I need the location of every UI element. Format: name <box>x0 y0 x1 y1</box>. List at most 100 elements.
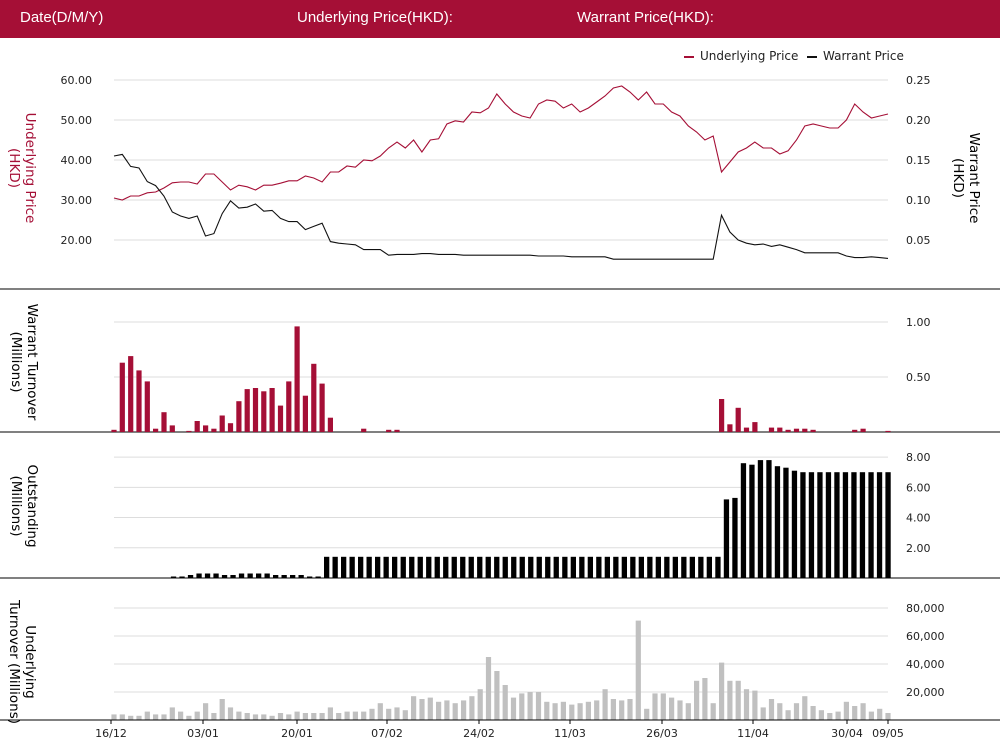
underlying-turnover-bar <box>494 671 500 720</box>
warrant-turnover-bar <box>860 428 866 432</box>
outstanding-bar <box>417 556 423 578</box>
underlying-turnover-bar <box>111 714 117 720</box>
warrant-turnover-bar <box>203 425 209 432</box>
outstanding-bar <box>570 556 576 578</box>
outstanding-bar <box>451 556 457 578</box>
underlying-turnover-bar <box>119 714 125 720</box>
outstanding-bar <box>460 556 466 578</box>
warrant-price-line <box>113 153 889 260</box>
outstanding-bar <box>196 573 202 578</box>
underlying-turnover-bar <box>461 700 467 720</box>
warrant-turnover-bar <box>128 356 134 432</box>
underlying-turnover-bar <box>577 703 583 720</box>
warrant-turnover-bar <box>802 428 808 432</box>
x-tick-label: 30/04 <box>831 727 863 740</box>
underlying-turnover-bar <box>544 701 550 720</box>
outstanding-bar <box>817 472 823 578</box>
y-right-tick-label: 0.25 <box>906 74 931 87</box>
outstanding-bar <box>851 472 857 578</box>
y-right-tick-label: 0.20 <box>906 114 931 127</box>
underlying-turnover-bar <box>602 689 608 720</box>
outstanding-bar <box>204 573 211 578</box>
underlying-turnover-bar <box>818 710 824 720</box>
outstanding-bar <box>400 556 406 578</box>
underlying-turnover-bar <box>178 711 184 720</box>
outstanding-bar <box>681 556 687 578</box>
y-axis-title: Outstanding <box>24 464 40 547</box>
x-tick-label: 11/04 <box>737 727 769 740</box>
y-axis-title: (Millions) <box>8 475 24 536</box>
outstanding-bar <box>443 556 449 578</box>
outstanding-bar <box>341 556 347 578</box>
underlying-turnover-bar <box>277 713 284 720</box>
outstanding-bar <box>358 556 364 578</box>
underlying-turnover-bar <box>194 711 200 720</box>
underlying-turnover-bar <box>369 708 375 720</box>
underlying-turnover-bar <box>610 699 616 720</box>
y-tick-label: 1.00 <box>906 316 931 329</box>
underlying-turnover-bar <box>760 707 766 720</box>
warrant-turnover-bar <box>777 427 783 432</box>
outstanding-bar <box>655 556 661 578</box>
outstanding-bar <box>426 556 432 578</box>
x-tick-label: 11/03 <box>554 727 586 740</box>
y-right-tick-label: 0.05 <box>906 234 931 247</box>
warrant-turnover-bar <box>394 429 400 432</box>
outstanding-bar <box>885 472 891 578</box>
legend-label-warrant: Warrant Price <box>823 49 904 63</box>
warrant-turnover-bar <box>252 388 259 432</box>
outstanding-bar <box>723 499 730 578</box>
warrant-turnover-bar <box>752 422 758 432</box>
underlying-turnover-bar <box>128 715 134 720</box>
underlying-turnover-bar <box>377 703 383 720</box>
outstanding-bar <box>290 575 296 578</box>
x-tick-label: 07/02 <box>371 727 403 740</box>
outstanding-bar <box>349 556 355 578</box>
warrant-price-label: Warrant Price(HKD): <box>577 9 714 26</box>
warrant-turnover-bar <box>302 395 308 432</box>
underlying-turnover-bar <box>660 693 666 720</box>
underlying-turnover-bar <box>527 692 533 720</box>
underlying-turnover-bar <box>477 689 483 720</box>
outstanding-bar <box>698 556 704 578</box>
outstanding-bar <box>273 575 279 578</box>
warrant-turnover-bar <box>261 391 267 432</box>
outstanding-bar <box>783 467 789 578</box>
underlying-turnover-bar <box>885 713 891 720</box>
y-left-tick-label: 40.00 <box>61 154 93 167</box>
outstanding-bar <box>740 463 747 578</box>
underlying-turnover-bar <box>502 685 508 720</box>
outstanding-bar <box>689 556 695 578</box>
underlying-turnover-bar <box>344 711 350 720</box>
outstanding-bar <box>519 556 525 578</box>
outstanding-bar <box>494 556 500 578</box>
underlying-turnover-bar <box>710 703 716 720</box>
warrant-turnover-bar <box>361 428 367 432</box>
underlying-turnover-bar <box>560 701 566 720</box>
y-left-tick-label: 30.00 <box>61 194 93 207</box>
outstanding-bar <box>604 556 610 578</box>
underlying-turnover-bar <box>677 700 683 720</box>
underlying-turnover-bar <box>635 620 641 720</box>
underlying-turnover-bar <box>144 711 150 720</box>
outstanding-bar <box>825 472 832 578</box>
outstanding-bar <box>434 556 440 578</box>
outstanding-bar <box>791 470 798 578</box>
outstanding-bar <box>298 575 304 578</box>
y-right-axis-title: (HKD) <box>950 158 966 198</box>
underlying-turnover-bar <box>868 711 874 720</box>
underlying-turnover-bar <box>552 703 558 720</box>
outstanding-bar <box>868 472 874 578</box>
warrant-turnover-bar <box>161 412 167 432</box>
outstanding-bar <box>221 575 228 578</box>
warrant-turnover-bar <box>768 427 775 432</box>
warrant-turnover-bar <box>244 389 250 432</box>
outstanding-bar <box>238 573 245 578</box>
x-tick-label: 03/01 <box>187 727 219 740</box>
outstanding-bar <box>587 556 593 578</box>
underlying-turnover-bar <box>535 692 542 720</box>
underlying-turnover-bar <box>186 715 192 720</box>
y-axis-title: (Millions) <box>8 331 24 392</box>
outstanding-bar <box>366 556 372 578</box>
underlying-turnover-bar <box>269 715 275 720</box>
